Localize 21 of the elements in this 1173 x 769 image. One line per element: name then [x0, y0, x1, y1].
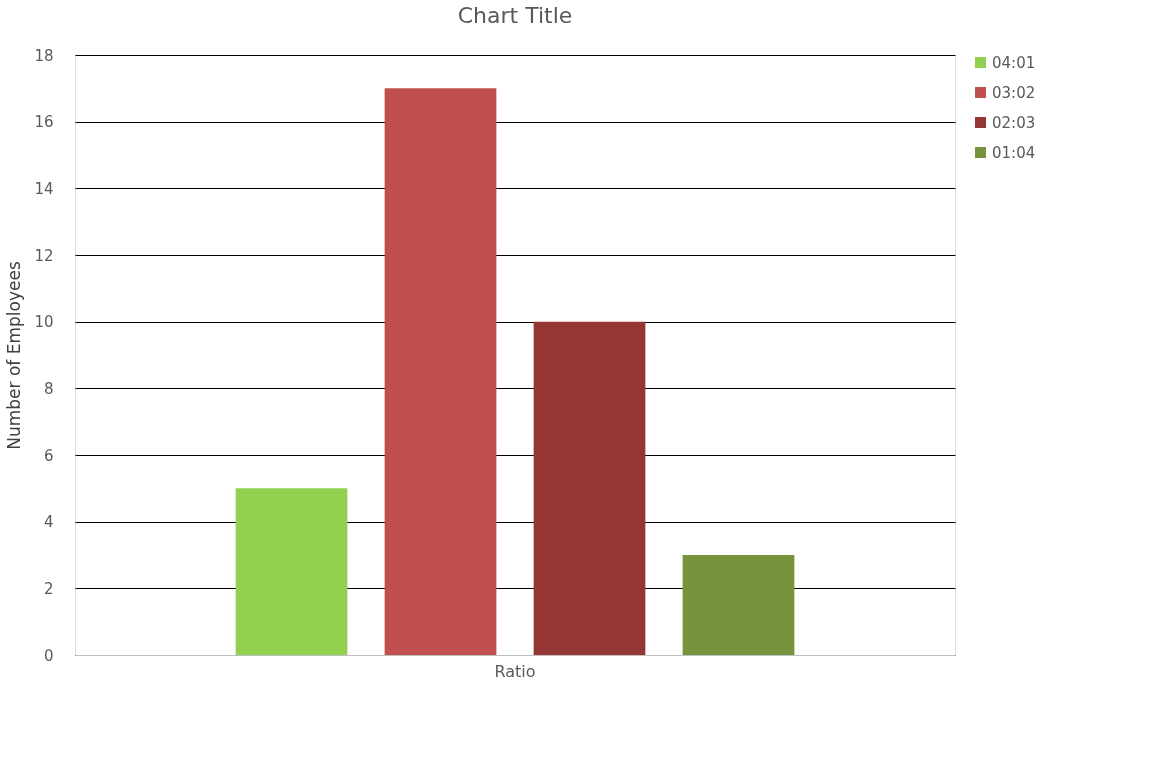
- x-tick-label: Ratio: [494, 661, 536, 681]
- y-tick-label: 16: [34, 113, 54, 132]
- legend-label: 01:04: [992, 143, 1036, 162]
- y-tick-label: 14: [34, 179, 54, 198]
- y-tick-label: 2: [43, 579, 54, 598]
- y-tick-label: 0: [43, 646, 54, 665]
- y-tick-label: 18: [34, 46, 54, 65]
- legend-label: 02:03: [992, 113, 1036, 132]
- y-tick-label: 4: [43, 513, 54, 532]
- y-axis-title: Number of Employees: [4, 261, 25, 450]
- y-tick-label: 12: [34, 246, 54, 265]
- y-tick-label: 6: [43, 446, 54, 465]
- y-tick-label: 10: [34, 313, 54, 332]
- legend-label: 04:01: [992, 53, 1036, 72]
- y-tick-label: 8: [43, 379, 54, 398]
- bar: [533, 321, 646, 655]
- legend-label: 03:02: [992, 83, 1036, 102]
- bar: [682, 555, 795, 655]
- bar: [235, 488, 348, 655]
- chart-title: Chart Title: [457, 3, 573, 28]
- bar: [384, 88, 497, 655]
